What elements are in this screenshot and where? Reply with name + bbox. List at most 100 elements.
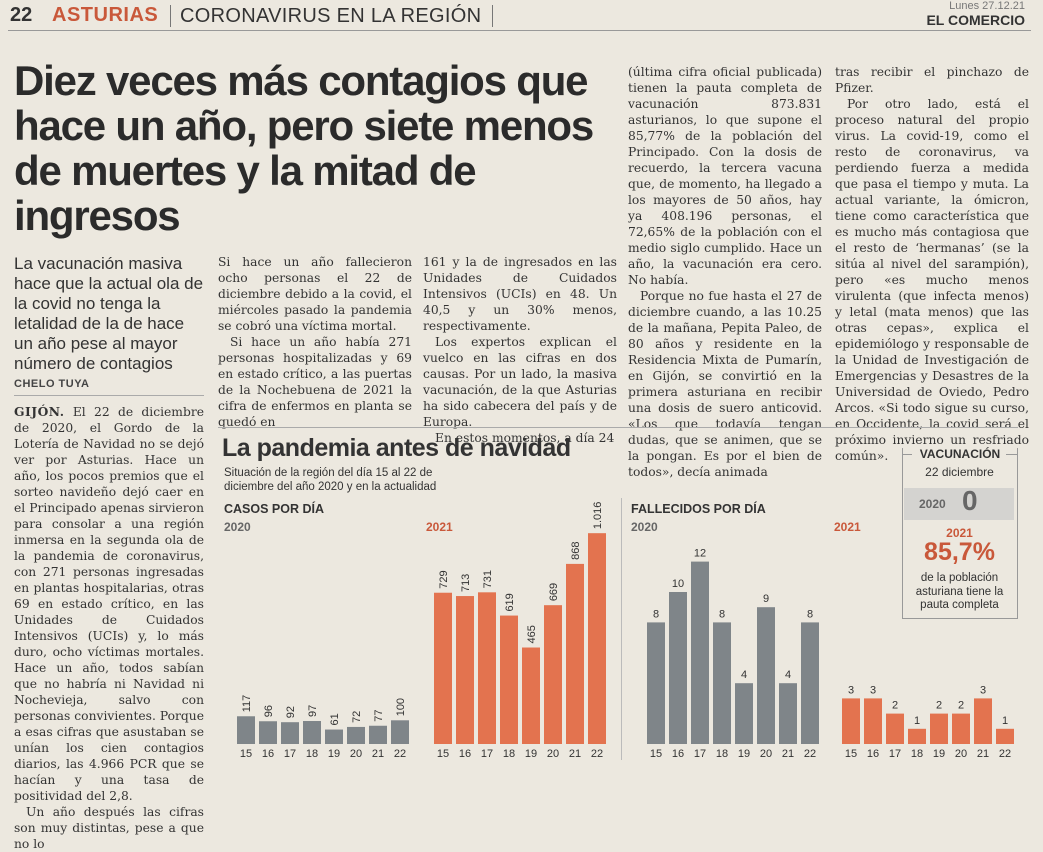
subsection-name: CORONAVIRUS EN LA REGIÓN bbox=[180, 5, 482, 27]
tick-label: 21 bbox=[569, 748, 581, 760]
tick-label: 19 bbox=[525, 748, 537, 760]
infographic-rule bbox=[218, 427, 1018, 428]
bar bbox=[303, 721, 321, 744]
data-label: 92 bbox=[285, 706, 297, 718]
data-label: 669 bbox=[548, 583, 560, 601]
data-label: 2 bbox=[958, 700, 964, 712]
data-label: 117 bbox=[241, 695, 253, 713]
cases-chart-title: CASOS POR DÍA bbox=[224, 502, 325, 516]
data-label: 3 bbox=[980, 684, 986, 696]
tick-label: 17 bbox=[481, 748, 493, 760]
data-label: 8 bbox=[653, 608, 659, 620]
vaccination-description: de la población asturiana tiene la pauta… bbox=[915, 572, 1004, 611]
paragraph: Un año después las cifras son muy distin… bbox=[14, 805, 204, 851]
tick-label: 16 bbox=[262, 748, 274, 760]
data-label: 3 bbox=[870, 684, 876, 696]
vaccination-box bbox=[902, 448, 1018, 619]
data-label: 97 bbox=[307, 705, 319, 717]
bar bbox=[779, 683, 797, 744]
tick-label: 15 bbox=[437, 748, 449, 760]
data-label: 77 bbox=[373, 710, 385, 722]
tick-label: 18 bbox=[306, 748, 318, 760]
tick-label: 20 bbox=[547, 748, 559, 760]
paragraph: Los expertos explican el vuelco en las c… bbox=[423, 335, 617, 429]
header-rule bbox=[8, 30, 1031, 31]
section-name: ASTURIAS bbox=[52, 4, 159, 26]
data-label: 9 bbox=[763, 593, 769, 605]
tick-label: 16 bbox=[867, 748, 879, 760]
data-label: 4 bbox=[741, 669, 747, 681]
tick-label: 21 bbox=[372, 748, 384, 760]
data-label: 729 bbox=[438, 570, 450, 588]
data-label: 3 bbox=[848, 684, 854, 696]
bar bbox=[974, 698, 992, 744]
tick-label: 22 bbox=[999, 748, 1011, 760]
bar bbox=[544, 605, 562, 744]
data-label: 465 bbox=[526, 625, 538, 643]
deaths-2021-label: 2021 bbox=[834, 520, 861, 534]
paragraph: Por otro lado, está el proceso natural d… bbox=[835, 97, 1029, 463]
vaccination-date: 22 diciembre bbox=[925, 465, 994, 479]
infographic-subtitle: Situación de la región del día 15 al 22 … bbox=[224, 467, 437, 493]
bar bbox=[647, 622, 665, 744]
tick-label: 17 bbox=[284, 748, 296, 760]
tick-label: 16 bbox=[672, 748, 684, 760]
data-label: 8 bbox=[807, 608, 813, 620]
bar bbox=[456, 596, 474, 744]
tick-label: 16 bbox=[459, 748, 471, 760]
bar bbox=[434, 592, 452, 744]
bar bbox=[930, 713, 948, 744]
bar bbox=[566, 563, 584, 744]
tick-label: 15 bbox=[650, 748, 662, 760]
article-column-4: (última cifra oficial publicada) tienen … bbox=[628, 64, 822, 480]
paragraph: 161 y la de ingresados en las Unidades d… bbox=[423, 255, 617, 333]
data-label: 731 bbox=[482, 570, 494, 588]
data-label: 4 bbox=[785, 669, 791, 681]
data-label: 12 bbox=[694, 548, 706, 560]
data-label: 96 bbox=[263, 705, 275, 717]
byline: CHELO TUYA bbox=[14, 378, 90, 390]
vaccination-box-rule bbox=[1006, 454, 1017, 455]
bar bbox=[325, 729, 343, 744]
paragraph: Si hace un año fallecieron ocho personas… bbox=[218, 255, 412, 333]
article-column-3: 161 y la de ingresados en las Unidades d… bbox=[423, 254, 617, 446]
header-divider bbox=[170, 5, 171, 27]
bar bbox=[281, 722, 299, 744]
dateline: GIJÓN. bbox=[14, 404, 65, 419]
tick-label: 20 bbox=[760, 748, 772, 760]
bar bbox=[237, 716, 255, 744]
paragraph: (última cifra oficial publicada) tienen … bbox=[628, 65, 822, 287]
tick-label: 18 bbox=[716, 748, 728, 760]
tick-label: 22 bbox=[394, 748, 406, 760]
chart-divider bbox=[621, 498, 622, 760]
bar bbox=[952, 713, 970, 744]
tick-label: 17 bbox=[889, 748, 901, 760]
tick-label: 20 bbox=[350, 748, 362, 760]
bar bbox=[478, 592, 496, 744]
vaccination-2020-year: 2020 bbox=[919, 497, 946, 511]
paragraph: Si hace un año había 271 personas hospit… bbox=[218, 335, 412, 429]
paragraph: En estos momentos, a día 24 bbox=[435, 431, 615, 445]
vaccination-box-rule bbox=[902, 454, 912, 455]
bar bbox=[801, 622, 819, 744]
tick-label: 17 bbox=[694, 748, 706, 760]
bar bbox=[886, 713, 904, 744]
vaccination-title: VACUNACIÓN bbox=[919, 447, 1001, 461]
vaccination-2020-panel bbox=[904, 488, 1014, 520]
bar bbox=[908, 728, 926, 744]
bar bbox=[259, 721, 277, 744]
data-label: 72 bbox=[351, 711, 363, 723]
vaccination-2021-year: 2021 bbox=[946, 526, 973, 540]
data-label: 619 bbox=[504, 593, 516, 611]
headline: Diez veces más contagios que hace un año… bbox=[14, 57, 594, 239]
tick-label: 15 bbox=[240, 748, 252, 760]
bar bbox=[500, 615, 518, 744]
tick-label: 22 bbox=[804, 748, 816, 760]
paragraph: tras recibir el pinchazo de Pfizer. bbox=[835, 65, 1029, 95]
tick-label: 21 bbox=[977, 748, 989, 760]
newspaper-name: EL COMERCIO bbox=[926, 12, 1025, 28]
byline-rule bbox=[14, 395, 204, 396]
data-label: 61 bbox=[329, 713, 341, 725]
bar bbox=[996, 728, 1014, 744]
bar bbox=[588, 533, 606, 744]
